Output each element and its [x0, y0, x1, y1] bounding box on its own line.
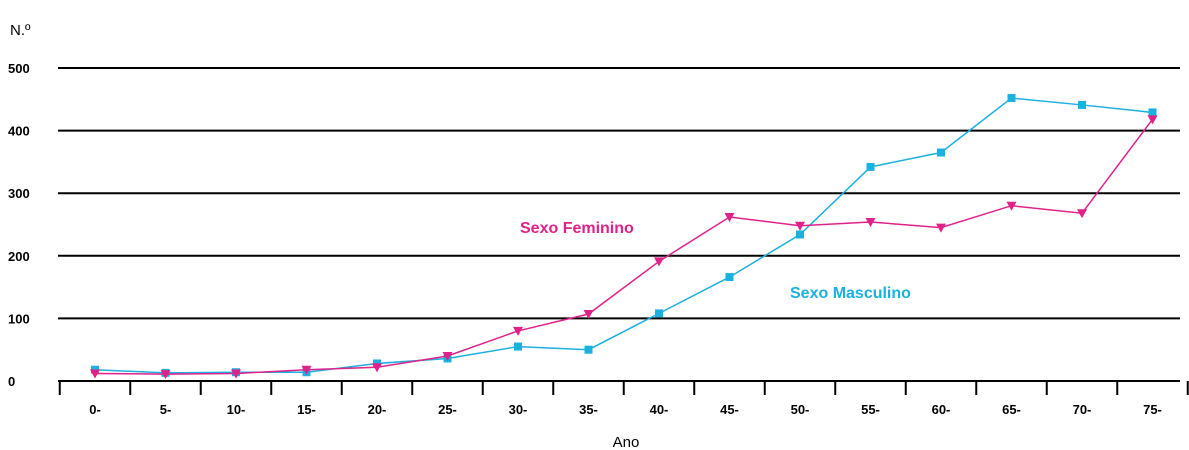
x-tick-label: 50-	[791, 402, 810, 417]
data-point-square	[725, 273, 734, 282]
x-tick-label: 60-	[932, 402, 951, 417]
data-point-triangle	[654, 257, 664, 267]
y-tick-label: 0	[8, 374, 15, 389]
data-point-triangle	[442, 351, 453, 361]
x-tick-label: 20-	[368, 402, 387, 417]
y-tick-label: 100	[8, 311, 30, 326]
y-axis-ticks: 0 100 200 300 400 500	[8, 61, 30, 389]
x-axis: 0- 5- 10- 15- 20- 25- 30- 35- 40- 45- 50- 55- 60- 65-…	[58, 380, 1189, 417]
x-tick-label: 15-	[297, 402, 316, 417]
data-point-square	[1078, 100, 1086, 109]
data-point-triangle	[724, 212, 735, 222]
data-point-triangle	[160, 370, 171, 380]
x-tick-label: 30-	[509, 402, 528, 417]
data-point-triangle	[513, 326, 523, 336]
y-tick-label: 300	[8, 186, 30, 201]
data-point-square	[796, 230, 804, 239]
y-axis-label: N.º	[10, 22, 31, 39]
data-point-triangle	[90, 369, 100, 379]
data-point-triangle	[1147, 115, 1158, 125]
data-point-square	[655, 309, 663, 318]
data-point-square	[584, 345, 593, 354]
data-point-square	[1148, 108, 1157, 117]
data-point-triangle	[1006, 201, 1017, 211]
data-point-square	[866, 162, 875, 171]
x-tick-label: 5-	[160, 402, 172, 417]
data-point-triangle	[372, 363, 382, 373]
x-tick-label: 45-	[720, 402, 739, 417]
x-tick-label: 75-	[1143, 402, 1162, 417]
series-line	[94, 118, 1154, 375]
data-point-triangle	[795, 221, 805, 231]
x-tick-label: 0-	[89, 402, 101, 417]
data-point-triangle	[1077, 209, 1087, 219]
y-tick-label: 400	[8, 124, 30, 139]
x-tick-label: 35-	[579, 402, 598, 417]
gridlines	[58, 67, 1180, 320]
data-point-triangle	[865, 217, 876, 227]
x-tick-label: 25-	[438, 402, 457, 417]
series-label-masculino: Sexo Masculino	[790, 285, 911, 302]
data-point-square	[514, 342, 522, 351]
data-point-triangle	[583, 310, 594, 320]
x-tick-label: 55-	[861, 402, 880, 417]
x-tick-label: 40-	[650, 402, 669, 417]
data-point-triangle	[936, 223, 946, 233]
x-tick-label: 65-	[1002, 402, 1021, 417]
data-point-triangle	[231, 369, 241, 379]
series-group	[90, 94, 1158, 380]
x-axis-label: Ano	[613, 434, 640, 450]
data-point-square	[937, 148, 945, 157]
x-tick-label: 70-	[1073, 402, 1092, 417]
data-point-square	[1007, 94, 1016, 103]
series-label-feminino: Sexo Feminino	[520, 220, 634, 237]
data-point-triangle	[301, 365, 312, 375]
y-tick-label: 200	[8, 249, 30, 264]
y-tick-label: 500	[8, 61, 30, 76]
x-tick-label: 10-	[227, 402, 246, 417]
series-sexo-feminino	[90, 115, 1158, 380]
